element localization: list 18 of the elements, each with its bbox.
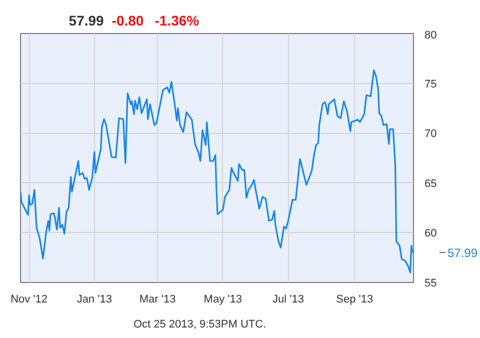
x-tick-label: Sep '13 [336, 294, 374, 306]
text: Oct 25 2013, 9:53PM UTC. [133, 318, 266, 330]
y-tick-label: 55 [424, 278, 437, 290]
y-tick-label: 80 [424, 30, 437, 42]
y-tick-label: 65 [424, 178, 437, 190]
y-tick-label: 60 [424, 228, 437, 240]
y-tick-label: 70 [424, 128, 437, 140]
y-tick-label: 75 [424, 78, 437, 90]
text: -1.36% [154, 12, 200, 28]
x-tick-label: Jan '13 [76, 294, 112, 306]
x-tick-label: Jul '13 [272, 294, 304, 306]
x-tick-label: May '13 [204, 294, 242, 306]
x-tick-label: Nov '12 [10, 294, 48, 306]
annotation: 57.99 [448, 246, 478, 260]
text: -0.80 [112, 12, 144, 28]
line-series [20, 70, 414, 274]
x-tick-label: Mar '13 [139, 294, 176, 306]
text: 57.99 [68, 12, 104, 28]
